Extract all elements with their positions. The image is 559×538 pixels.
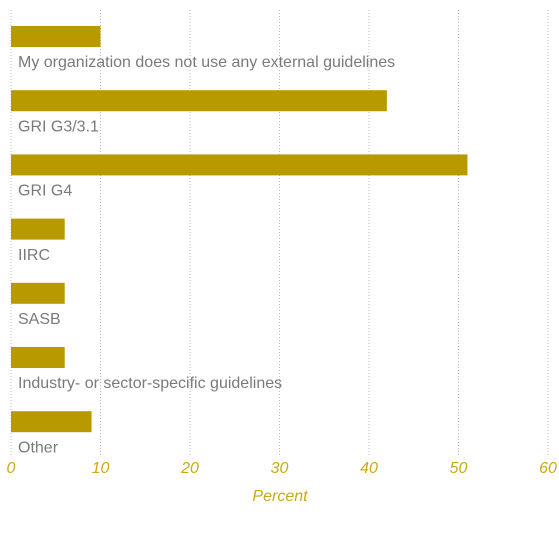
bar <box>11 90 387 112</box>
bar <box>11 26 101 47</box>
bar <box>11 218 65 240</box>
x-axis-label: Percent <box>252 488 308 505</box>
x-tick-label: 30 <box>271 460 289 477</box>
bar <box>11 282 65 304</box>
x-tick-label: 40 <box>360 460 378 477</box>
bar <box>11 411 92 433</box>
bar <box>11 154 468 176</box>
x-tick-label: 20 <box>180 460 199 477</box>
x-tick-label: 0 <box>7 460 16 477</box>
x-tick-label: 10 <box>92 460 110 477</box>
category-label: My organization does not use any externa… <box>18 54 395 71</box>
category-label: Other <box>18 439 59 456</box>
category-label: GRI G4 <box>18 183 72 200</box>
category-label: Industry- or sector-specific guidelines <box>18 375 282 392</box>
category-label: IIRC <box>18 247 50 264</box>
category-label: SASB <box>18 311 61 328</box>
x-tick-label: 60 <box>539 460 557 477</box>
category-label: GRI G3/3.1 <box>18 118 99 135</box>
bar <box>11 347 65 368</box>
x-tick-label: 50 <box>450 460 468 477</box>
